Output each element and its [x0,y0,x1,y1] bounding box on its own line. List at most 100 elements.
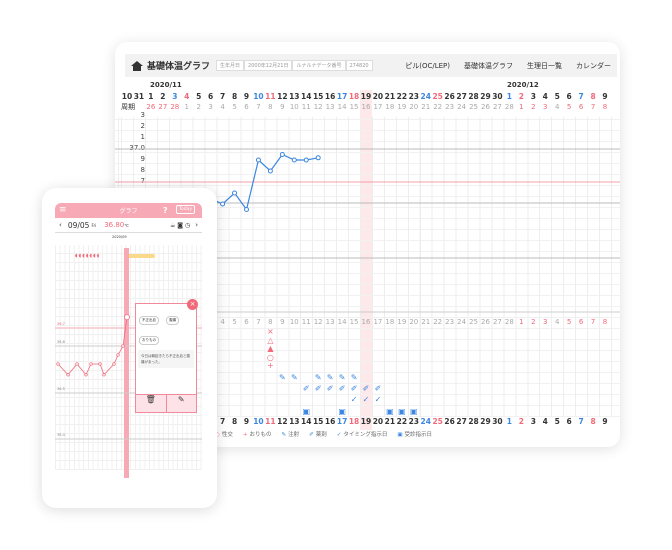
visit-icon: ▣ [410,407,418,416]
phone-temperature-point[interactable] [56,362,60,366]
edit-icon[interactable]: ✎ [177,395,185,404]
bottom-date-cell: 17 [336,417,348,426]
date-cell: 7 [219,92,226,101]
phone-temperature-point[interactable] [66,373,70,377]
cycle-cell: 13 [325,103,335,111]
desktop-header: 基礎体温グラフ 生年月日 2000年12月21日 ルナルナデータ番号 27482… [125,54,617,77]
delete-icon[interactable]: 🗑 [136,395,167,412]
cycle-cell-lower: 26 [481,318,490,326]
next-day-icon[interactable]: › [195,221,198,229]
cycle-cell: 21 [421,103,431,111]
tag-irregular-bleeding: 不正出血 [139,316,159,325]
phone-temperature-point[interactable] [102,373,106,377]
cycle-cell: 23 [445,103,455,111]
cycle-cell: 26 [481,103,490,111]
cycle-cell-lower: 4 [554,318,560,326]
cycle-cell-lower: 22 [433,318,443,326]
timing-check-icon: ✓ [362,395,370,404]
phone-temperature-point[interactable] [121,344,125,348]
phone-temperature-point[interactable] [116,353,120,357]
legend-item: + おりもの [243,430,272,438]
temperature-point[interactable] [303,157,309,163]
injection-icon: ✎ [350,373,358,382]
cycle-cell: 20 [409,103,419,111]
legend-item: ✓ タイミング指示日 [337,430,388,438]
timing-check-icon: ✓ [350,395,358,404]
cycle-cell: 5 [566,103,572,111]
selected-day-bar[interactable] [124,248,129,478]
phone-temperature-point[interactable] [98,362,102,366]
temperature-point[interactable] [232,190,238,196]
medicine-icon: ✐ [302,384,310,393]
menu-icon[interactable]: ≡ [59,205,67,215]
cycle-cell: 28 [170,103,180,111]
selected-weekday: Fri [91,222,97,228]
cycle-cell-lower: 2 [531,318,536,326]
bottom-date-cell: 29 [480,417,491,426]
cycle-cell: 9 [280,103,285,111]
phone-temperature-point[interactable] [89,362,93,366]
nav-period-list[interactable]: 生理日一覧 [527,61,562,70]
phone-temperature-point[interactable] [84,373,88,377]
phone-temperature-point[interactable] [124,314,130,321]
bottom-date-cell: 25 [432,417,443,426]
cycle-cell: 1 [184,103,189,111]
bottom-date-cell: 9 [602,417,608,426]
temp-unit: ℃ [124,222,129,228]
tag-abdominal-pain: 腹痛 [166,316,180,325]
cycle-cell-lower: 9 [280,318,285,326]
prev-day-icon[interactable]: ‹ [59,221,62,229]
home-icon[interactable] [131,60,143,71]
date-cell: 10 [121,92,133,101]
date-cell: 4 [184,92,190,101]
bottom-date-cell: 20 [372,417,384,426]
selected-temp: 36.80 [104,221,125,229]
bottom-date-cell: 3 [530,417,536,426]
bottom-date-cell: 1 [506,417,512,426]
temperature-point[interactable] [267,168,273,174]
temperature-point[interactable] [244,207,249,212]
phone-temperature-point[interactable] [112,362,116,366]
date-cell: 30 [492,92,503,101]
nav-pill[interactable]: ピル(OC/LEP) [405,61,450,70]
cycle-cell: 12 [313,103,323,111]
phone-temperature-point[interactable] [75,362,79,366]
temperature-point[interactable] [291,157,297,163]
cycle-cell: 3 [208,103,213,111]
tool-icons[interactable]: ☕ ◙ ◷ [169,221,191,229]
cycle-cell-lower: 6 [244,318,249,326]
temperature-point[interactable] [220,201,226,207]
y-tick-label: 8 [140,166,145,174]
cycle-cell: 26 [146,103,156,111]
temperature-point[interactable] [255,157,261,163]
bottom-date-cell: 15 [312,417,324,426]
help-icon[interactable]: ? [163,206,168,215]
date-cell: 31 [133,92,145,101]
date-cell: 3 [172,92,178,101]
close-popup-icon[interactable]: × [187,299,198,310]
nav-calendar[interactable]: カレンダー [576,61,611,70]
bottom-date-cell: 6 [566,417,572,426]
cycle-cell-lower: 17 [373,318,383,326]
temperature-point[interactable] [315,155,321,161]
cycle-cell: 6 [578,103,584,111]
bottom-date-cell: 2 [518,417,524,426]
bottom-date-cell: 16 [324,417,336,426]
phone-month-label: 2020/09 [112,235,127,239]
date-cell: 5 [196,92,202,101]
y-tick-label: 9 [140,155,145,163]
legend-item: ✐ 薬剤 [309,430,327,438]
nav-bbt-graph[interactable]: 基礎体温グラフ [464,61,513,70]
date-cell: 1 [148,92,154,101]
data-number-label: ルナルナデータ番号 [292,60,346,71]
bottom-date-cell: 24 [420,417,431,426]
phone-header: ≡ グラフ ? Today [55,203,202,218]
temperature-point[interactable] [279,152,285,157]
cycle-cell-lower: 25 [469,318,478,326]
date-cell: 1 [506,92,512,101]
cycle-cell-lower: 14 [337,318,347,326]
y-tick-label: 3 [140,111,145,119]
cycle-cell-lower: 5 [566,318,572,326]
bottom-date-cell: 12 [277,417,288,426]
today-button[interactable]: Today [176,205,196,214]
